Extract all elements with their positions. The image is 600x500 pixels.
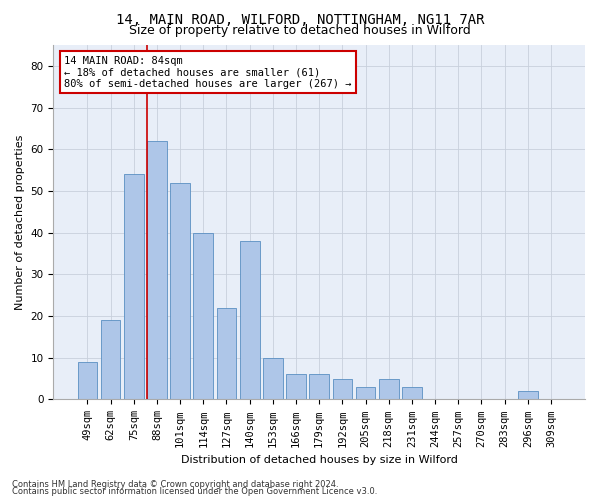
Bar xyxy=(310,374,329,400)
Bar xyxy=(217,308,236,400)
Bar xyxy=(170,182,190,400)
Text: Contains public sector information licensed under the Open Government Licence v3: Contains public sector information licen… xyxy=(12,487,377,496)
Text: Contains HM Land Registry data © Crown copyright and database right 2024.: Contains HM Land Registry data © Crown c… xyxy=(12,480,338,489)
Bar xyxy=(101,320,121,400)
Text: 14, MAIN ROAD, WILFORD, NOTTINGHAM, NG11 7AR: 14, MAIN ROAD, WILFORD, NOTTINGHAM, NG11… xyxy=(116,12,484,26)
Text: 14 MAIN ROAD: 84sqm
← 18% of detached houses are smaller (61)
80% of semi-detach: 14 MAIN ROAD: 84sqm ← 18% of detached ho… xyxy=(64,56,352,89)
Bar xyxy=(147,141,167,400)
Text: Size of property relative to detached houses in Wilford: Size of property relative to detached ho… xyxy=(129,24,471,37)
Bar xyxy=(518,391,538,400)
Bar xyxy=(193,232,213,400)
Bar xyxy=(356,387,376,400)
Y-axis label: Number of detached properties: Number of detached properties xyxy=(15,134,25,310)
Bar xyxy=(263,358,283,400)
Bar xyxy=(286,374,306,400)
Bar xyxy=(240,241,260,400)
X-axis label: Distribution of detached houses by size in Wilford: Distribution of detached houses by size … xyxy=(181,455,458,465)
Bar xyxy=(332,378,352,400)
Bar xyxy=(77,362,97,400)
Bar xyxy=(402,387,422,400)
Bar xyxy=(379,378,398,400)
Bar xyxy=(124,174,143,400)
